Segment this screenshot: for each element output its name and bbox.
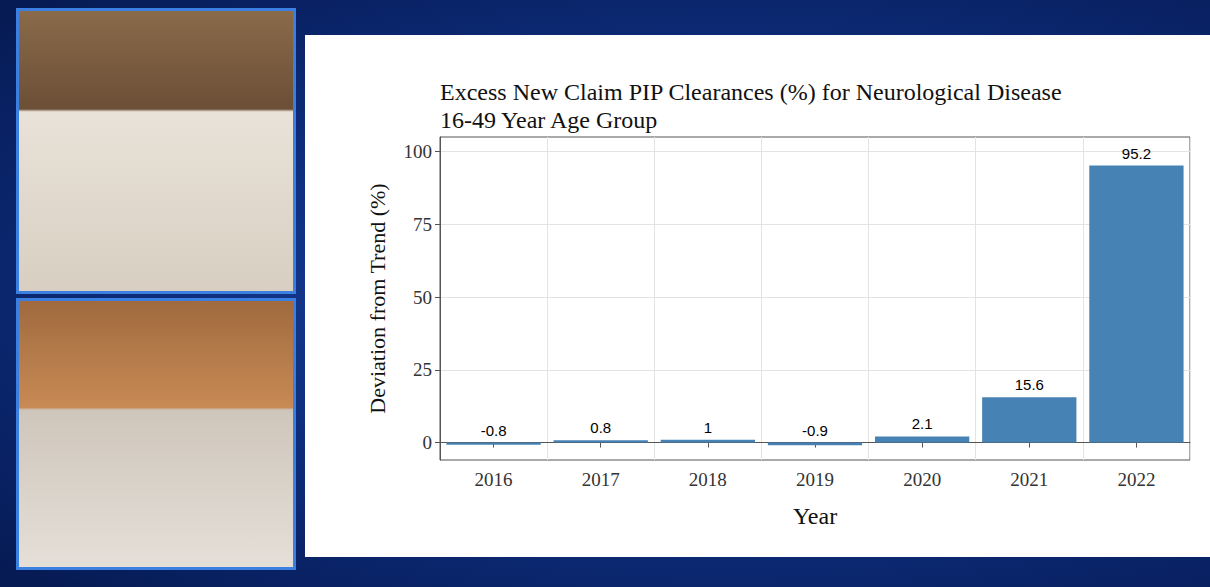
svg-text:2.1: 2.1	[912, 415, 933, 432]
svg-text:Excess New Claim PIP Clearance: Excess New Claim PIP Clearances (%) for …	[440, 79, 1062, 105]
svg-text:2016: 2016	[475, 469, 513, 490]
svg-text:2017: 2017	[582, 469, 620, 490]
svg-text:95.2: 95.2	[1122, 145, 1151, 162]
svg-text:25: 25	[413, 359, 432, 380]
svg-text:75: 75	[413, 214, 432, 235]
svg-text:50: 50	[413, 287, 432, 308]
svg-text:2020: 2020	[903, 469, 941, 490]
svg-text:16-49 Year Age Group: 16-49 Year Age Group	[440, 107, 657, 133]
svg-text:0.8: 0.8	[590, 419, 611, 436]
svg-text:1: 1	[704, 419, 712, 436]
svg-text:15.6: 15.6	[1015, 376, 1044, 393]
svg-text:-0.9: -0.9	[802, 422, 828, 439]
svg-text:-0.8: -0.8	[481, 422, 507, 439]
svg-text:0: 0	[423, 432, 433, 453]
svg-text:2021: 2021	[1010, 469, 1048, 490]
svg-text:Deviation from Trend (%): Deviation from Trend (%)	[365, 183, 390, 413]
svg-text:2018: 2018	[689, 469, 727, 490]
svg-text:2019: 2019	[796, 469, 834, 490]
svg-text:2022: 2022	[1117, 469, 1155, 490]
svg-text:Year: Year	[793, 503, 837, 529]
svg-text:100: 100	[404, 141, 433, 162]
